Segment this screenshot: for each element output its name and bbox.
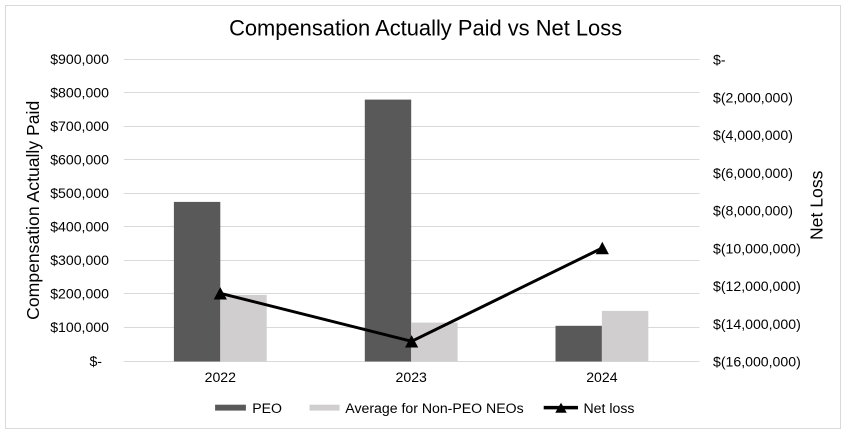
svg-text:$800,000: $800,000	[50, 84, 109, 100]
svg-text:PEO: PEO	[252, 400, 282, 416]
svg-text:2022: 2022	[205, 369, 237, 385]
svg-text:Compensation Actually Paid vs: Compensation Actually Paid vs Net Loss	[229, 16, 622, 41]
svg-text:$(12,000,000): $(12,000,000)	[713, 278, 801, 294]
svg-text:2024: 2024	[586, 369, 618, 385]
svg-text:$100,000: $100,000	[50, 319, 109, 335]
svg-text:Net Loss: Net Loss	[806, 170, 826, 240]
svg-text:$200,000: $200,000	[50, 286, 109, 302]
svg-text:$-: $-	[713, 52, 726, 68]
svg-text:$(16,000,000): $(16,000,000)	[713, 354, 801, 370]
svg-text:$(6,000,000): $(6,000,000)	[713, 165, 793, 181]
svg-text:$400,000: $400,000	[50, 219, 109, 235]
svg-text:$(2,000,000): $(2,000,000)	[713, 89, 793, 105]
svg-text:$900,000: $900,000	[50, 51, 109, 67]
svg-text:$-: $-	[89, 353, 102, 369]
svg-text:Compensation Actually Paid: Compensation Actually Paid	[23, 101, 43, 320]
svg-text:$500,000: $500,000	[50, 185, 109, 201]
svg-text:$(10,000,000): $(10,000,000)	[713, 240, 801, 256]
svg-text:2023: 2023	[396, 369, 428, 385]
svg-text:$700,000: $700,000	[50, 118, 109, 134]
svg-text:$(4,000,000): $(4,000,000)	[713, 127, 793, 143]
svg-text:Net loss: Net loss	[584, 400, 635, 416]
svg-text:$(8,000,000): $(8,000,000)	[713, 203, 793, 219]
svg-text:$300,000: $300,000	[50, 252, 109, 268]
svg-text:Average for Non-PEO NEOs: Average for Non-PEO NEOs	[345, 400, 523, 416]
svg-text:$(14,000,000): $(14,000,000)	[713, 316, 801, 332]
svg-text:$600,000: $600,000	[50, 151, 109, 167]
